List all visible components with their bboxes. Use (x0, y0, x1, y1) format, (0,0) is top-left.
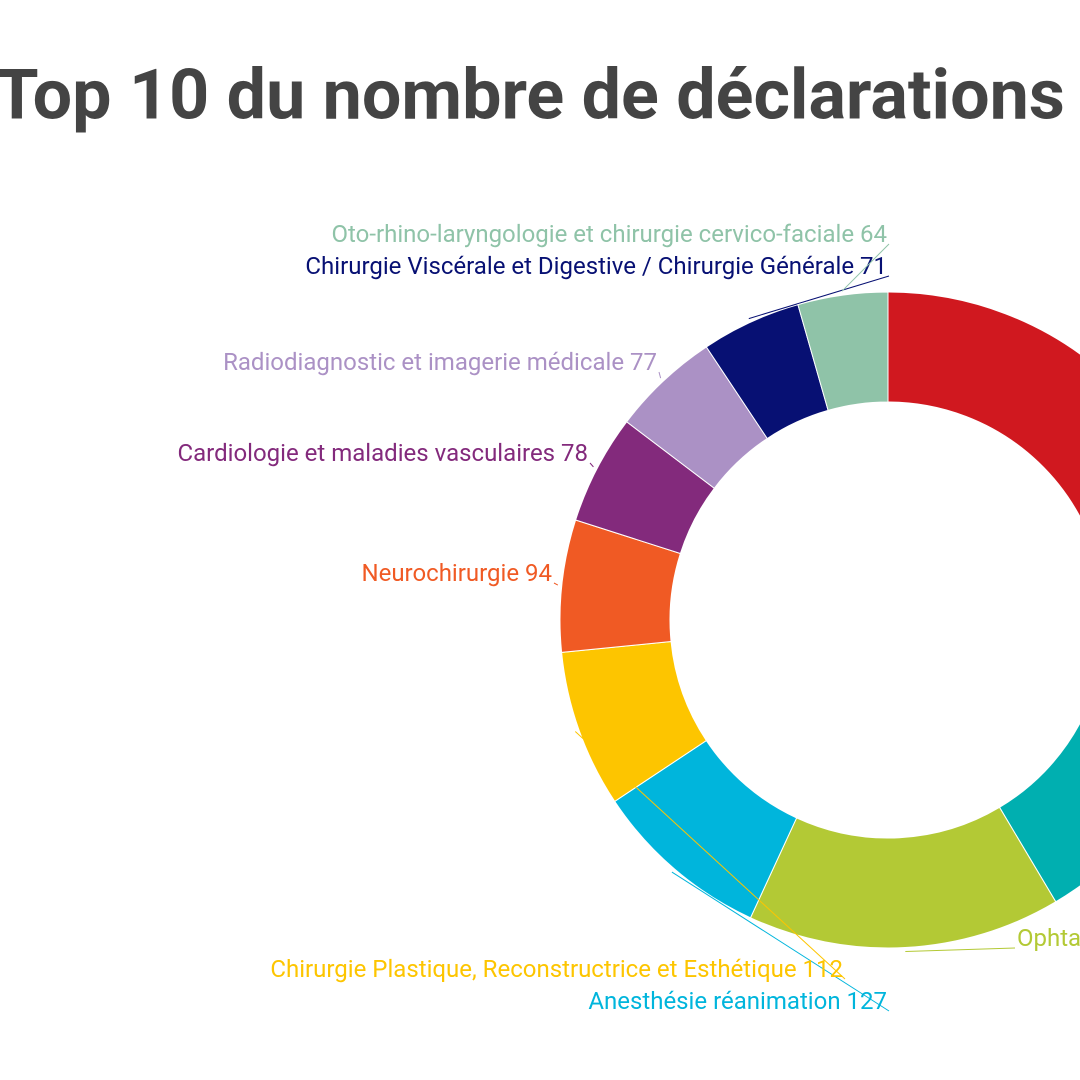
donut-segment (797, 291, 889, 412)
label-value: 112 (803, 955, 843, 983)
leader-line (574, 731, 846, 980)
leader-line (589, 462, 594, 468)
data-label: Oto-rhino-laryngologie et chirurgie cerv… (332, 220, 887, 248)
donut-segment (887, 291, 1080, 518)
data-label: Chirurgie Viscérale et Digestive / Chiru… (305, 252, 887, 280)
data-label: Neurochirurgie 94 (361, 559, 552, 587)
label-name: Neurochirurgie (361, 559, 519, 587)
label-name: Chirurgie Plastique, Reconstructrice et … (270, 955, 796, 983)
label-name: Cardiologie et maladies vasculaires (178, 439, 556, 467)
label-name: Oto-rhino-laryngologie et chirurgie cerv… (332, 220, 855, 248)
donut-segment (749, 806, 1057, 949)
leader-line (905, 947, 1016, 953)
label-value: 94 (525, 559, 552, 587)
leader-line (841, 243, 890, 292)
leader-line (671, 871, 890, 1012)
data-label: Cardiologie et maladies vasculaires 78 (178, 439, 589, 467)
data-label: Radiodiagnostic et imagerie médicale 77 (223, 348, 657, 376)
label-value: 77 (630, 348, 657, 376)
data-label: Chirurgie Plastique, Reconstructrice et … (270, 955, 843, 983)
label-value: 127 (847, 987, 887, 1015)
leader-line (748, 275, 890, 320)
chart-title: Top 10 du nombre de déclarations (0, 54, 1065, 136)
leader-line (658, 371, 662, 379)
label-name: Ophta (1017, 924, 1080, 952)
leader-line (553, 582, 559, 586)
label-value: 71 (860, 252, 887, 280)
data-label: Ophta 223 (1017, 924, 1080, 952)
label-value: 78 (561, 439, 588, 467)
label-value: 64 (860, 220, 887, 248)
data-label: Anesthésie réanimation 127 (588, 987, 887, 1015)
label-name: Anesthésie réanimation (588, 987, 840, 1015)
label-name: Radiodiagnostic et imagerie médicale (223, 348, 624, 376)
label-name: Chirurgie Viscérale et Digestive / Chiru… (305, 252, 854, 280)
